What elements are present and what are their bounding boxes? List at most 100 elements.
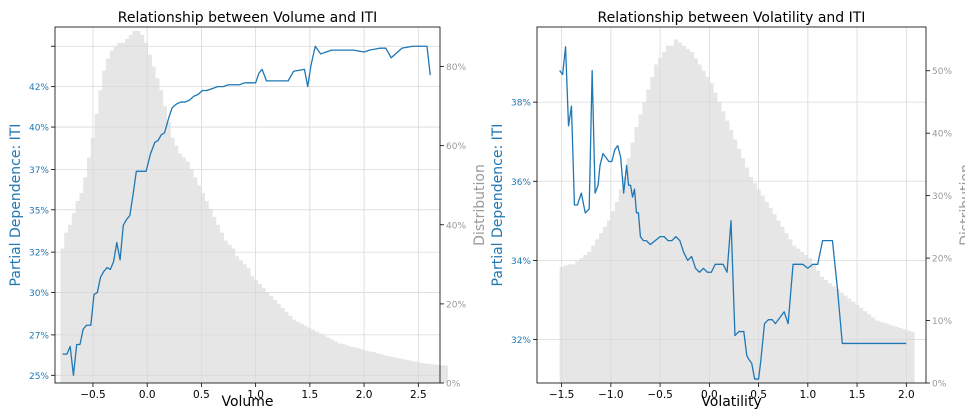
histogram-bar	[216, 224, 221, 383]
histogram-bar	[242, 264, 247, 383]
histogram-bar	[291, 319, 297, 383]
histogram-bar	[894, 326, 899, 383]
histogram-bar	[375, 353, 380, 383]
histogram-bar	[60, 248, 65, 383]
histogram-bar	[799, 251, 805, 383]
histogram-bar	[606, 220, 612, 383]
histogram-bar	[870, 317, 876, 383]
histogram-bar	[405, 360, 410, 383]
histogram-bar	[352, 347, 357, 383]
histogram-bar	[890, 325, 895, 383]
histogram-bar	[677, 42, 683, 384]
histogram-bar	[299, 323, 304, 383]
histogram-bar	[314, 331, 319, 383]
histogram-bar	[424, 363, 429, 383]
histogram-bar	[383, 355, 388, 383]
y-tick-label: 40%	[29, 124, 49, 134]
histogram-bar	[878, 321, 883, 383]
histogram-bar	[310, 329, 316, 383]
histogram-bar	[261, 288, 266, 383]
histogram-bar	[212, 216, 217, 383]
histogram-bar	[732, 139, 738, 383]
histogram-bar	[575, 261, 580, 383]
histogram-bar	[413, 361, 418, 383]
histogram-bar	[121, 42, 126, 383]
histogram-bar	[654, 64, 659, 383]
y2-axis-ticks: 0% 20% 40% 60% 80%	[440, 63, 466, 390]
histogram-bar	[587, 251, 592, 383]
histogram-bar	[117, 42, 122, 383]
histogram-bar	[602, 226, 608, 383]
x-axis-label: Volatility	[701, 394, 761, 410]
histogram-bar	[618, 189, 623, 383]
histogram-bar	[599, 233, 604, 383]
histogram-bar	[250, 276, 255, 383]
histogram-bar	[729, 130, 734, 383]
y2-tick-label: 60%	[446, 142, 466, 152]
histogram-bar	[713, 92, 718, 383]
y2-axis-label: Distribution	[472, 164, 488, 246]
chart-title: Relationship between Volatility and ITI	[598, 10, 866, 26]
y-axis-label: Partial Dependence: ITI	[8, 124, 24, 287]
histogram-bar	[827, 283, 832, 383]
histogram-bar	[689, 51, 694, 383]
y2-tick-label: 0%	[446, 380, 461, 390]
histogram-bar	[638, 114, 643, 383]
x-tick-label: 2.0	[356, 389, 373, 401]
histogram-bar	[685, 48, 690, 384]
x-axis-label: Volume	[221, 394, 273, 410]
y-tick-label: 34%	[511, 257, 531, 267]
histogram-bar	[579, 258, 584, 383]
histogram-bar	[318, 333, 323, 383]
x-tick-label: 0.5	[193, 389, 210, 401]
histogram-bar	[642, 101, 647, 383]
histogram-bar	[356, 348, 361, 383]
y-tick-label: 42%	[29, 83, 49, 93]
histogram-bar	[910, 331, 915, 383]
grid-lines	[55, 27, 440, 383]
histogram-bar	[364, 350, 369, 383]
histogram-bar	[105, 58, 111, 383]
histogram-bar	[257, 284, 262, 383]
histogram-bar	[64, 232, 69, 383]
histogram-bar	[563, 265, 568, 383]
x-tick-label: 1.0	[247, 389, 264, 401]
y-tick-label: 36%	[511, 178, 531, 188]
y-tick-label: 32%	[511, 336, 531, 346]
histogram-bar	[725, 120, 730, 384]
histogram-bar	[760, 195, 765, 383]
histogram-bar	[155, 78, 160, 384]
x-tick-label: 1.5	[849, 389, 866, 401]
histogram-bar	[650, 76, 655, 384]
histogram-bar	[428, 364, 433, 383]
y2-tick-label: 0%	[932, 380, 947, 390]
y2-tick-label: 80%	[446, 63, 466, 73]
histogram-bar	[614, 201, 620, 383]
histogram-bar	[79, 193, 84, 383]
x-tick-label: 1.5	[302, 389, 319, 401]
chart-title: Relationship between Volume and ITI	[118, 10, 378, 26]
histogram-bar	[136, 30, 141, 384]
histogram-bar	[246, 268, 251, 383]
x-tick-label: 2.5	[410, 389, 427, 401]
histogram-bar	[847, 298, 852, 383]
histogram-bar	[835, 289, 840, 383]
histogram-bar	[189, 169, 194, 383]
histogram-bar	[151, 66, 156, 383]
y-tick-label: 25%	[29, 372, 49, 382]
histogram-bar	[626, 158, 631, 383]
x-tick-label: 1.0	[799, 389, 816, 401]
y2-tick-label: 20%	[932, 255, 952, 265]
histogram-bar	[421, 363, 426, 383]
histogram-bar	[371, 352, 376, 383]
histogram-bar	[265, 292, 270, 383]
histogram-bar	[386, 356, 391, 383]
histogram-bar	[113, 46, 118, 383]
histogram-bar	[276, 303, 281, 383]
histogram-bar	[71, 212, 76, 383]
histogram-bar	[807, 258, 813, 383]
histogram-bar	[402, 359, 407, 383]
y2-tick-label: 10%	[932, 317, 952, 327]
histogram-bar	[898, 328, 903, 383]
histogram-bar	[98, 90, 103, 383]
